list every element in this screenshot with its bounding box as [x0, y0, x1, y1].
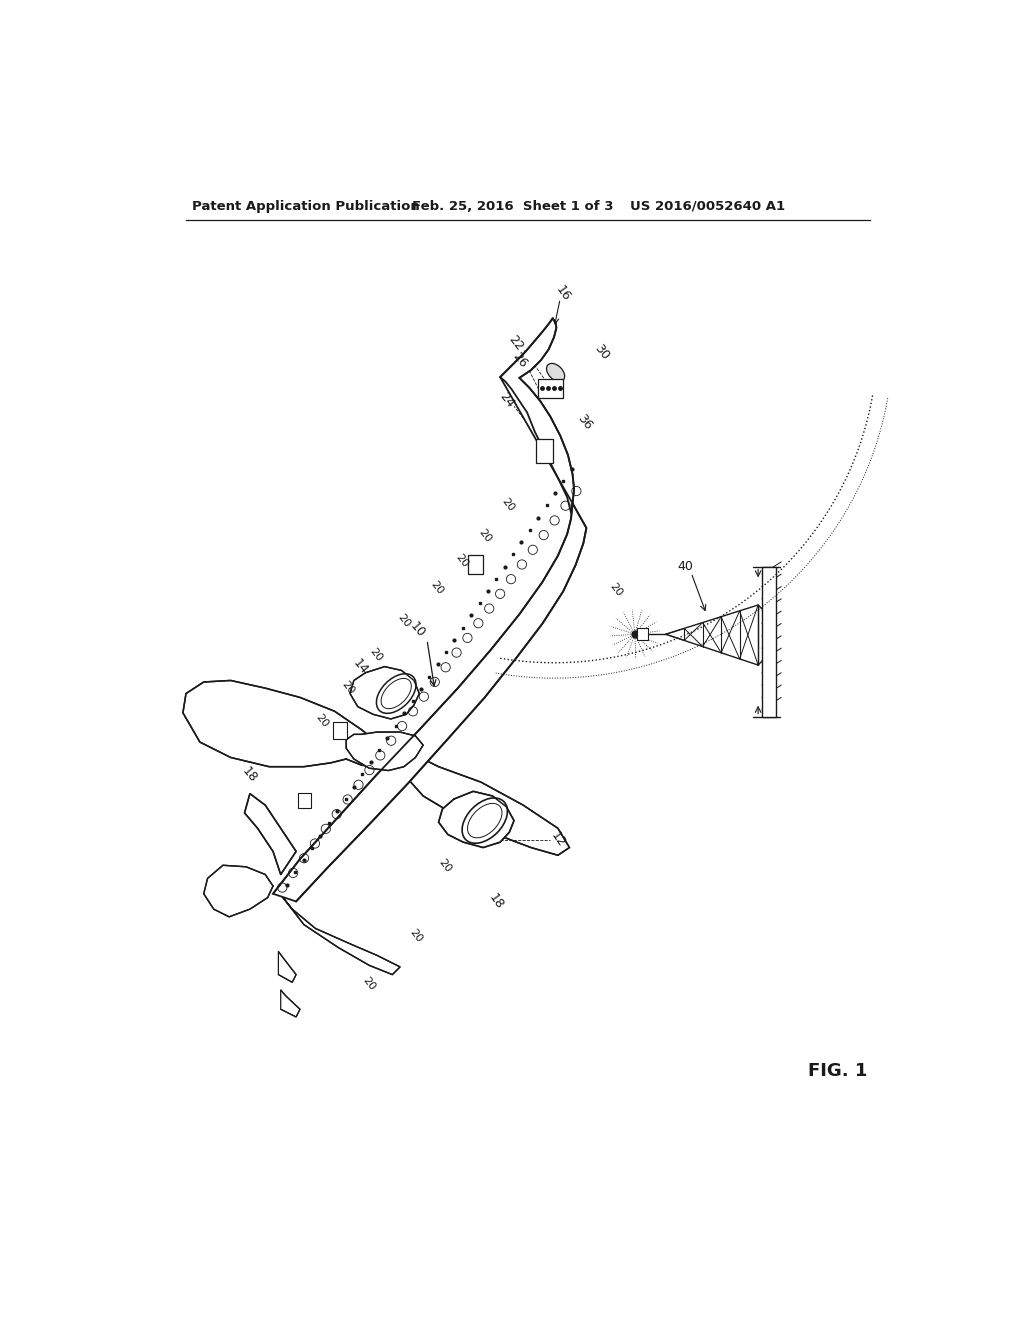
FancyBboxPatch shape — [333, 722, 347, 739]
Text: 20: 20 — [607, 581, 624, 598]
Text: 26: 26 — [509, 350, 529, 371]
Text: 20: 20 — [476, 527, 493, 544]
Bar — [762, 566, 776, 717]
Text: 18: 18 — [240, 764, 260, 784]
Text: 36: 36 — [574, 412, 595, 432]
Text: 40: 40 — [677, 560, 693, 573]
Text: 20: 20 — [313, 711, 330, 729]
Ellipse shape — [462, 799, 508, 843]
Text: 22: 22 — [506, 333, 525, 354]
Ellipse shape — [381, 678, 412, 709]
Text: 20: 20 — [395, 611, 413, 630]
Polygon shape — [183, 681, 400, 767]
Text: 14: 14 — [350, 656, 370, 677]
Polygon shape — [281, 990, 300, 1016]
Polygon shape — [273, 503, 587, 902]
Ellipse shape — [547, 363, 564, 381]
Text: Feb. 25, 2016  Sheet 1 of 3: Feb. 25, 2016 Sheet 1 of 3 — [412, 199, 613, 213]
Text: 20: 20 — [500, 496, 516, 513]
Text: 20: 20 — [454, 552, 470, 569]
Text: 24: 24 — [497, 389, 516, 411]
Text: 18: 18 — [486, 891, 506, 912]
Polygon shape — [204, 866, 273, 917]
Text: 20: 20 — [368, 647, 384, 664]
Text: 30: 30 — [592, 342, 611, 363]
Polygon shape — [245, 793, 296, 875]
Text: 10: 10 — [408, 619, 428, 640]
Text: 20: 20 — [361, 975, 378, 993]
FancyBboxPatch shape — [538, 379, 562, 397]
Polygon shape — [283, 898, 400, 974]
Polygon shape — [438, 792, 514, 847]
Text: 20: 20 — [429, 579, 445, 597]
Text: 16: 16 — [553, 282, 573, 304]
Ellipse shape — [468, 804, 502, 838]
Polygon shape — [350, 667, 419, 719]
Polygon shape — [500, 318, 574, 503]
FancyBboxPatch shape — [298, 793, 310, 808]
Text: US 2016/0052640 A1: US 2016/0052640 A1 — [630, 199, 784, 213]
Ellipse shape — [377, 673, 416, 713]
FancyBboxPatch shape — [468, 554, 483, 574]
Text: 20: 20 — [436, 857, 453, 874]
Text: 20: 20 — [408, 928, 424, 945]
Polygon shape — [346, 733, 423, 771]
FancyBboxPatch shape — [637, 628, 648, 640]
Polygon shape — [392, 743, 569, 855]
Text: 12: 12 — [548, 830, 567, 850]
FancyBboxPatch shape — [537, 440, 553, 462]
Polygon shape — [279, 952, 296, 982]
Text: FIG. 1: FIG. 1 — [808, 1061, 867, 1080]
Text: 20: 20 — [339, 680, 356, 697]
Text: Patent Application Publication: Patent Application Publication — [193, 199, 420, 213]
